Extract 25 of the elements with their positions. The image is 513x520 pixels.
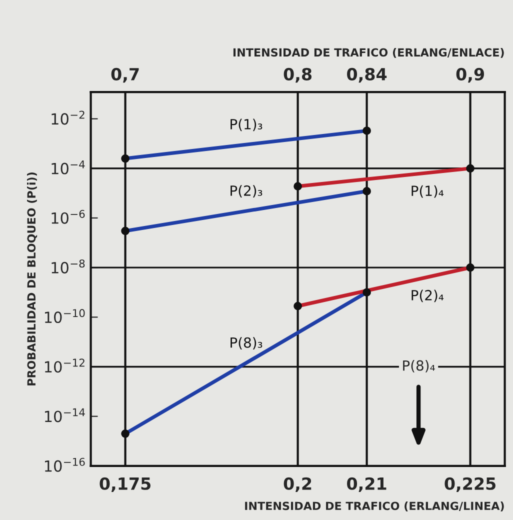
y-axis-title: PROBABILIDAD DE BLOQUEO (P(i)) [27,172,38,386]
annotation: P(8)₄ [403,360,435,372]
x-tick-label: 0,175 [100,477,150,492]
x-tick-label: 0,225 [444,477,496,492]
y-tick-label: 10$^{−16}$ [44,458,85,472]
series-label: P(2)₄ [412,290,444,302]
x-axis-title: INTENSIDAD DE TRAFICO (ERLANG/LINEA) [245,502,504,512]
y-tick-label: 10$^{−8}$ [52,259,85,274]
series-label: P(1)₄ [412,185,444,198]
y-tick-label: 10$^{−6}$ [52,210,85,224]
series-label: P(8)₃ [230,337,262,350]
y-tick-label: 10$^{−10}$ [44,309,85,324]
x-tick-label: 0,21 [347,477,386,492]
x2-tick-label: 0,9 [456,68,484,83]
y-tick-label: 10$^{−12}$ [44,358,84,373]
series-label: P(2)₃ [230,185,262,198]
x2-axis-title: INTENSIDAD DE TRAFICO (ERLANG/ENLACE) [233,48,504,58]
x2-tick-label: 0,8 [284,68,312,83]
y-tick-label: 10$^{−14}$ [44,408,85,422]
y-tick-label: 10$^{−2}$ [52,110,84,125]
x2-tick-label: 0,84 [347,68,387,83]
x-tick-label: 0,2 [284,477,312,492]
x2-tick-label: 0,7 [111,68,139,83]
series-label: P(1)₃ [230,118,262,132]
y-tick-label: 10$^{−4}$ [52,160,85,174]
